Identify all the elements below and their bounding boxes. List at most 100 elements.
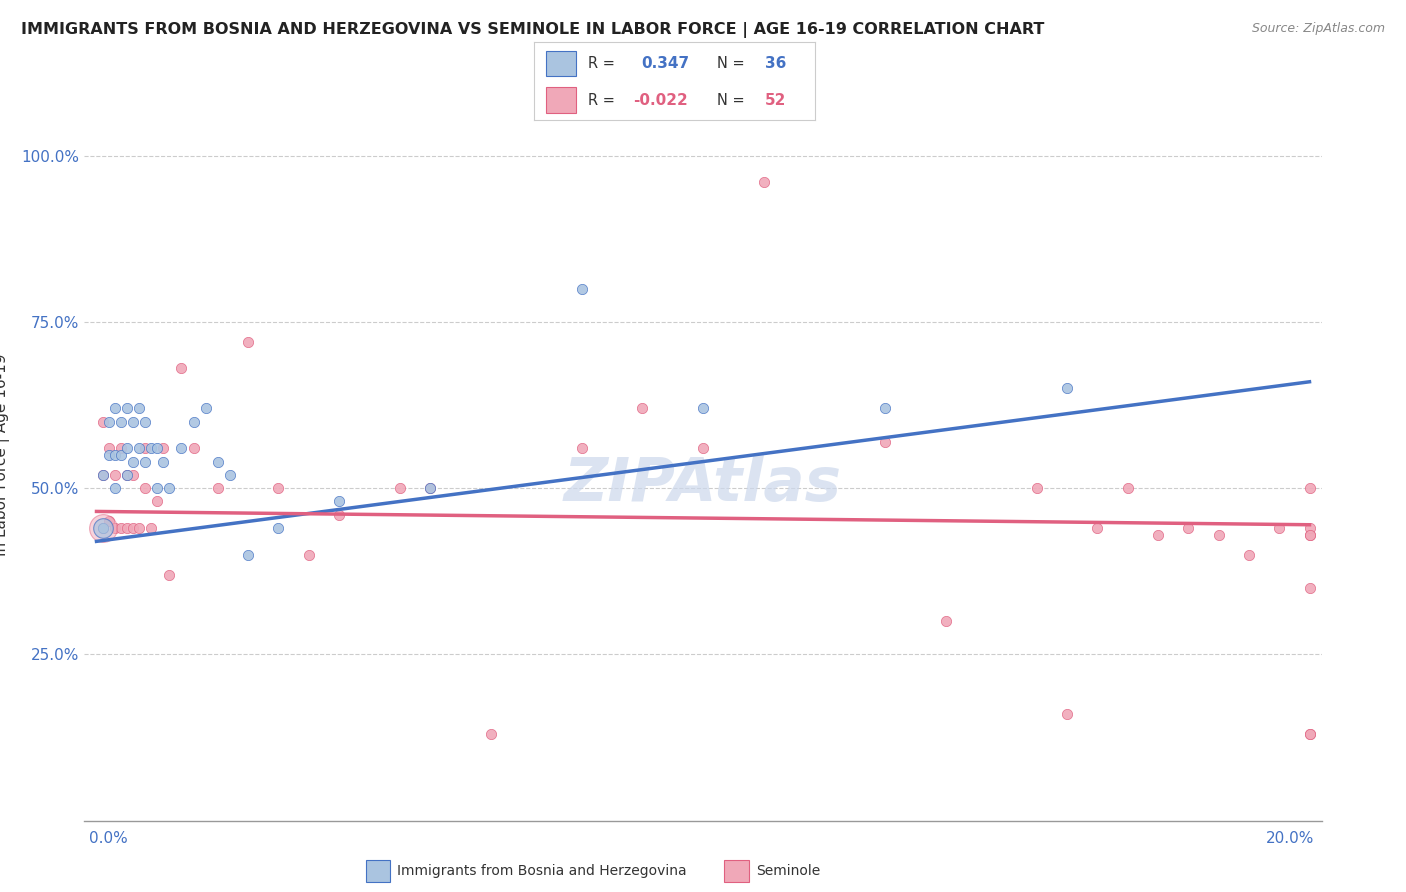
Point xyxy=(1298,527,1320,541)
Point xyxy=(571,282,593,296)
Point xyxy=(91,467,114,482)
Point xyxy=(1298,727,1320,741)
Point xyxy=(152,442,174,456)
Point xyxy=(122,467,145,482)
Text: 0.0%: 0.0% xyxy=(89,831,128,847)
Point xyxy=(419,481,441,495)
Point xyxy=(122,521,145,535)
Point xyxy=(1025,481,1047,495)
Point xyxy=(236,548,259,562)
Point xyxy=(110,442,132,456)
Point xyxy=(752,175,775,189)
Point xyxy=(115,442,138,456)
Point xyxy=(115,467,138,482)
Text: 20.0%: 20.0% xyxy=(1267,831,1315,847)
Point xyxy=(328,494,350,508)
Point xyxy=(1056,707,1078,722)
Point xyxy=(1298,521,1320,535)
Point xyxy=(194,401,217,416)
Point xyxy=(1268,521,1291,535)
Text: 36: 36 xyxy=(765,55,786,70)
Text: 0.347: 0.347 xyxy=(641,55,689,70)
Point xyxy=(1177,521,1199,535)
Point xyxy=(692,442,714,456)
Text: Source: ZipAtlas.com: Source: ZipAtlas.com xyxy=(1251,22,1385,36)
Text: N =: N = xyxy=(717,55,745,70)
Point xyxy=(935,614,957,628)
Point xyxy=(219,467,242,482)
Point xyxy=(146,494,169,508)
Point xyxy=(207,481,229,495)
Point xyxy=(134,415,156,429)
Point xyxy=(267,481,290,495)
Point xyxy=(328,508,350,522)
Point xyxy=(128,401,150,416)
Point xyxy=(298,548,321,562)
Point xyxy=(146,442,169,456)
Point xyxy=(479,727,502,741)
Point xyxy=(1237,548,1260,562)
Text: ZIPAtlas: ZIPAtlas xyxy=(564,455,842,514)
Text: R =: R = xyxy=(588,55,614,70)
Point xyxy=(631,401,654,416)
Point xyxy=(115,401,138,416)
Point xyxy=(97,515,120,529)
Point xyxy=(183,442,205,456)
Point xyxy=(183,415,205,429)
Point xyxy=(692,401,714,416)
Point xyxy=(571,442,593,456)
Point xyxy=(110,521,132,535)
Point xyxy=(115,467,138,482)
Point xyxy=(134,454,156,468)
Point xyxy=(873,434,896,449)
Point xyxy=(1298,581,1320,595)
Point xyxy=(91,415,114,429)
Point xyxy=(157,567,180,582)
Point xyxy=(139,442,162,456)
Point xyxy=(152,454,174,468)
Point xyxy=(236,334,259,349)
Text: N =: N = xyxy=(717,93,745,108)
Point xyxy=(104,467,127,482)
Point xyxy=(146,481,169,495)
Point xyxy=(91,521,114,535)
Text: -0.022: -0.022 xyxy=(633,93,688,108)
Point xyxy=(91,521,114,535)
Text: 52: 52 xyxy=(765,93,786,108)
Point xyxy=(170,442,193,456)
Point xyxy=(207,454,229,468)
Bar xyxy=(366,861,391,882)
Point xyxy=(1147,527,1170,541)
Point xyxy=(170,361,193,376)
Point xyxy=(873,401,896,416)
Point xyxy=(91,521,114,535)
Bar xyxy=(546,87,576,112)
Text: R =: R = xyxy=(588,93,614,108)
Point xyxy=(134,442,156,456)
Point xyxy=(97,442,120,456)
Point xyxy=(1085,521,1108,535)
Point xyxy=(157,481,180,495)
Point xyxy=(97,448,120,462)
Point xyxy=(139,521,162,535)
Point xyxy=(104,521,127,535)
Point xyxy=(128,521,150,535)
Point xyxy=(104,481,127,495)
Point xyxy=(134,481,156,495)
Point xyxy=(104,401,127,416)
Point xyxy=(419,481,441,495)
Bar xyxy=(724,861,749,882)
Text: Seminole: Seminole xyxy=(756,863,820,878)
Point xyxy=(1298,481,1320,495)
Point xyxy=(128,442,150,456)
Y-axis label: In Labor Force | Age 16-19: In Labor Force | Age 16-19 xyxy=(0,353,10,557)
Point xyxy=(91,521,114,535)
Point xyxy=(1298,727,1320,741)
Point xyxy=(122,415,145,429)
Text: Immigrants from Bosnia and Herzegovina: Immigrants from Bosnia and Herzegovina xyxy=(398,863,686,878)
Point xyxy=(97,415,120,429)
Point xyxy=(115,521,138,535)
Point xyxy=(91,467,114,482)
Point xyxy=(1116,481,1139,495)
Point xyxy=(122,454,145,468)
